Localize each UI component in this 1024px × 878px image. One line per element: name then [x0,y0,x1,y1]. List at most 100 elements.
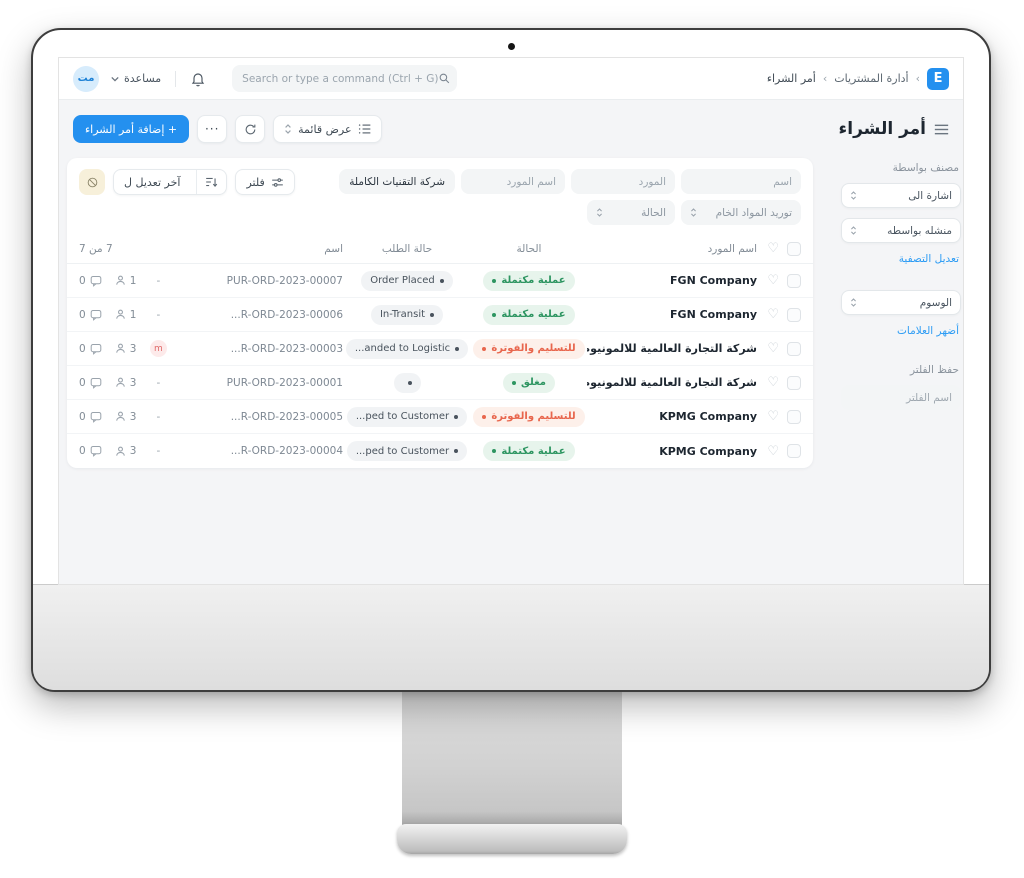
like-icon[interactable]: ♡ [767,409,779,424]
assign-count: 1 [115,309,136,321]
order-id[interactable]: PUR-ORD-2023-00001 [226,376,343,389]
comment-bubble-icon [90,309,101,321]
table-row[interactable]: ♡ KPMG Company للتسليم والفوترة ...ped t… [67,400,813,434]
supplier-name[interactable]: شركة التجارة العالمية للالمونيوم [587,342,757,355]
search-icon [440,73,450,84]
like-icon[interactable]: ♡ [767,273,779,288]
view-switcher-button[interactable]: عرض قائمة [273,115,382,143]
row-checkbox[interactable] [787,409,801,424]
like-icon[interactable]: ♡ [767,307,779,322]
created-by-select[interactable]: منشله بواسطه [841,218,961,243]
status-badge: عملية مكتملة [483,441,575,461]
filter-section: اسم المورد اسم المورد شركة التقنيات الكا… [67,158,813,234]
order-id[interactable]: ...R-ORD-2023-00006 [230,308,343,321]
supplier-name[interactable]: FGN Company [670,308,757,321]
list-sidebar: مصنف بواسطة اشارة الى منشله بواسطه تعديل… [841,158,961,410]
assignee-avatar: - [156,274,161,287]
order-status-badge: ...ped to Customer [346,441,468,461]
comment-count: 0 [79,377,102,389]
table-row[interactable]: ♡ شركة التجارة العالمية للالمونيوم مغلق … [67,366,813,400]
clear-filters-button[interactable] [79,169,105,195]
like-icon[interactable]: ♡ [767,341,779,356]
order-id[interactable]: ...R-ORD-2023-00005 [230,410,343,423]
supplier-name[interactable]: شركة التجارة العالمية للالمونيوم [587,376,757,389]
save-filter-label: حفظ الفلتر [910,364,959,376]
row-checkbox[interactable] [787,341,801,356]
sort-button-group[interactable]: آخر تعديل ل [113,169,228,195]
status-badge: عملية مكتملة [483,304,575,325]
filter-supplier-name-value[interactable]: شركة التقنيات الكاملة [339,169,455,194]
col-header-name[interactable]: اسم [324,242,343,255]
more-menu-button[interactable]: ··· [197,115,228,143]
breadcrumb-item-purchase-order[interactable]: أمر الشراء [766,72,816,85]
filter-name-placeholder: اسم الفلتر [906,391,952,404]
filter-name-field[interactable]: اسم [681,169,801,194]
assign-count: 1 [115,275,136,287]
assignee-avatar: - [156,410,161,423]
status-badge: للتسليم والفوترة [473,338,585,359]
erp-app: E ‹ أدارة المشتريات ‹ أمر الشراء Search … [59,58,963,584]
like-icon[interactable]: ♡ [767,443,779,459]
row-checkbox[interactable] [787,444,801,458]
order-status-badge: Order Placed [361,270,453,291]
global-search-input[interactable]: Search or type a command (Ctrl + G) [232,65,458,92]
filter-button[interactable]: فلتر [235,169,295,195]
col-header-order-status[interactable]: حالة الطلب [381,242,433,255]
row-checkbox[interactable] [787,375,801,390]
add-purchase-order-button[interactable]: + إضافة أمر الشراء [73,115,190,143]
breadcrumb: E ‹ أدارة المشتريات ‹ أمر الشراء [766,67,949,90]
table-row[interactable]: ♡ FGN Company عملية مكتملة Order Placed … [67,264,813,298]
supplier-name[interactable]: KPMG Company [659,410,757,423]
filter-supplier-field[interactable]: المورد [571,169,675,194]
filter-supplier-name-field[interactable]: اسم المورد [461,169,565,194]
row-checkbox[interactable] [787,273,801,288]
table-row[interactable]: ♡ FGN Company عملية مكتملة In-Transit ..… [67,298,813,332]
breadcrumb-separator-icon: ‹ [915,72,920,85]
filter-status-select[interactable]: الحالة [587,200,675,225]
table-row[interactable]: ♡ شركة التجارة العالمية للالمونيوم للتسل… [67,332,813,366]
table-row[interactable]: ♡ KPMG Company عملية مكتملة ...ped to Cu… [67,434,813,468]
app-logo[interactable]: E [927,67,949,90]
supplier-name[interactable]: FGN Company [670,274,757,287]
order-id[interactable]: PUR-ORD-2023-00007 [226,274,343,287]
user-avatar[interactable]: مت [73,65,99,92]
select-updown-icon [691,208,696,217]
menu-hamburger-icon[interactable] [934,123,949,136]
sort-direction-button[interactable] [196,170,226,194]
sort-field-button[interactable]: آخر تعديل ل [124,175,181,189]
supplier-name[interactable]: KPMG Company [659,444,757,458]
row-count-label: 7 من 7 [79,242,113,255]
order-status-badge: ...anded to Logistic [345,338,469,359]
filter-material-request-select[interactable]: توريد المواد الخام [681,200,801,225]
imac-chin [33,584,989,690]
status-placeholder: الحالة [641,206,666,219]
order-id[interactable]: ...R-ORD-2023-00003 [230,342,343,355]
tags-select[interactable]: الوسوم [841,290,961,315]
order-id[interactable]: ...R-ORD-2023-00004 [230,445,343,457]
navbar-divider [175,70,177,87]
created-by-label: منشله بواسطه [887,224,952,237]
filter-button-label: فلتر [246,175,265,189]
refresh-button[interactable] [235,115,266,143]
help-label: مساعدة [124,72,162,85]
notification-bell-icon[interactable] [190,71,206,87]
filter-name-input[interactable]: اسم الفلتر [841,385,961,410]
select-all-checkbox[interactable] [787,241,801,256]
like-icon[interactable]: ♡ [767,375,779,390]
select-updown-icon [597,208,602,217]
edit-filters-link[interactable]: تعديل التصفية [898,253,959,265]
like-filter-icon[interactable]: ♡ [767,241,779,256]
breadcrumb-item-purchasing[interactable]: أدارة المشتريات [834,72,909,85]
show-tags-link[interactable]: أضهر العلامات [897,325,959,337]
col-header-status[interactable]: الحالة [516,242,542,255]
row-checkbox[interactable] [787,307,801,322]
status-badge: مغلق [503,372,555,393]
ellipsis-icon: ··· [204,122,220,136]
select-updown-icon [851,226,856,235]
col-header-supplier[interactable]: اسم المورد [707,242,757,255]
help-menu[interactable]: مساعدة [111,72,161,85]
screen: E ‹ أدارة المشتريات ‹ أمر الشراء Search … [58,57,964,585]
person-icon [115,446,125,456]
assigned-to-select[interactable]: اشارة الى [841,183,961,208]
